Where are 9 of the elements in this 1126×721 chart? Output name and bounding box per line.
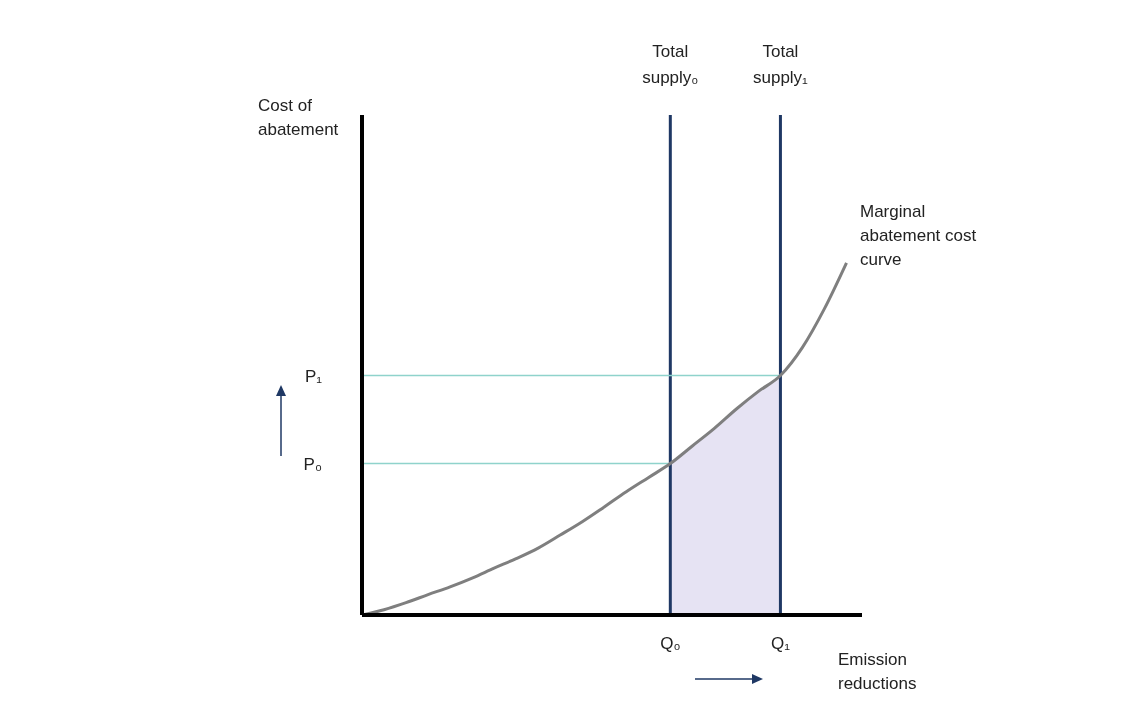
ref-line-label: Total supply₁ — [752, 42, 809, 88]
ref-line-label: P₀ — [303, 454, 322, 474]
ref-line-label: Total supply₀ — [642, 42, 699, 88]
x-tick-label: Q₀ — [660, 634, 681, 654]
series-label: Marginal abatement cost curve — [860, 201, 978, 271]
text: Cost of abatement — [258, 95, 340, 141]
ref-line-label: P₁ — [304, 366, 323, 386]
x-axis-title: Emission reductions — [838, 649, 918, 695]
x-tick-label: Q₁ — [770, 634, 791, 654]
